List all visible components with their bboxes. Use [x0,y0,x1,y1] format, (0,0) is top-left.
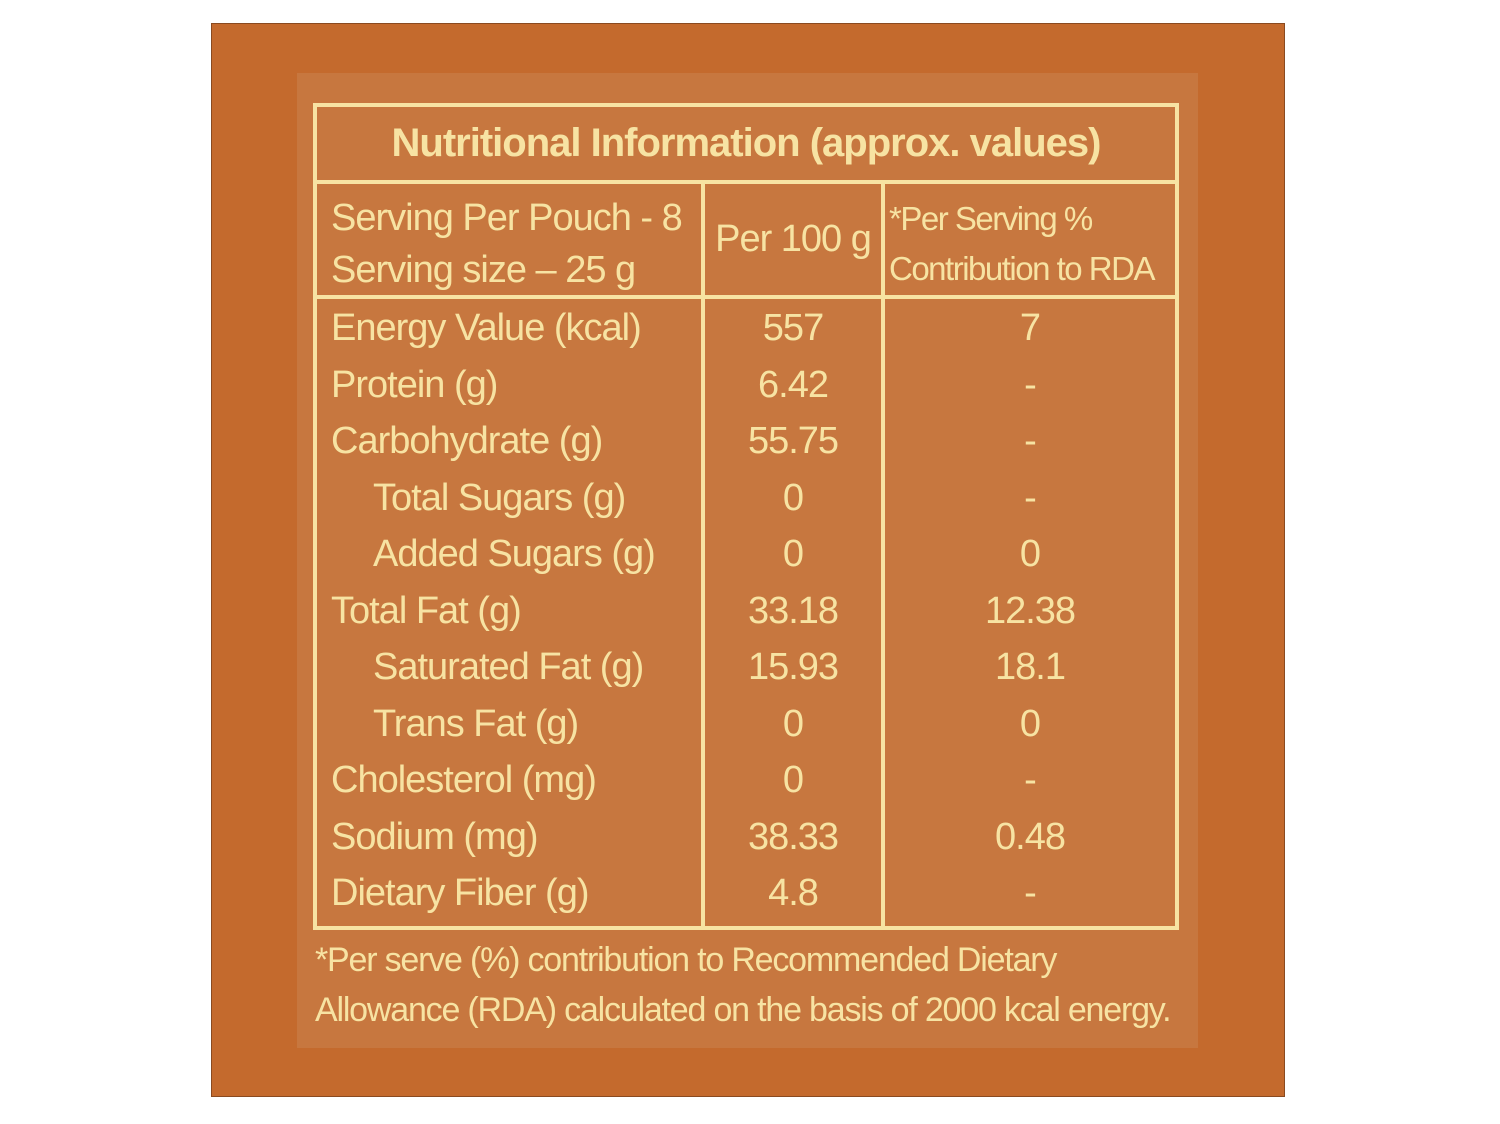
nutrient-name: Total Fat (g) [331,589,522,632]
nutrient-name: Protein (g) [331,363,498,406]
rda-value: - [1024,759,1037,801]
nutrient-name: Carbohydrate (g) [331,420,603,462]
table-row: Protein (g) 6.42 - [317,360,1175,417]
nutrient-rows: Energy Value (kcal) 557 7 Protein (g) 6.… [317,303,1175,925]
nutrient-name: Saturated Fat (g) [373,646,644,688]
per-100g-value: 0 [782,759,804,801]
nutrient-name: Energy Value (kcal) [331,307,642,349]
table-row: Total Sugars (g) 0 - [317,473,1175,530]
serving-per-pouch: Serving Per Pouch - 8 [331,197,683,239]
per-serving-line2: Contribution to RDA [889,250,1155,287]
table-row: Saturated Fat (g) 15.93 18.1 [317,642,1175,699]
rda-value: - [1024,872,1037,914]
column-divider [701,184,705,926]
per-100g-value: 6.42 [758,363,829,406]
per-100g-value: 0 [782,476,804,519]
table-row: Trans Fat (g) 0 0 [317,699,1175,756]
rda-value: 0.48 [995,815,1066,858]
per-100g-value: 4.8 [768,872,819,914]
nutrient-name: Trans Fat (g) [373,702,579,745]
rda-value: 7 [1019,307,1041,349]
nutrient-name: Total Sugars (g) [373,476,626,519]
nutrient-name: Sodium (mg) [331,815,538,858]
rda-value: 12.38 [984,589,1076,632]
per-serving-header: *Per Serving % Contribution to RDA [889,194,1155,294]
nutrition-table: Nutritional Information (approx. values)… [313,103,1179,930]
per-100g-value: 0 [782,702,804,745]
per-100g-value: 55.75 [747,420,839,462]
per-100g-value: 38.33 [747,815,839,858]
table-header-row: Serving Per Pouch - 8 Serving size – 25 … [317,184,1175,299]
table-row: Total Fat (g) 33.18 12.38 [317,586,1175,643]
nutrient-name: Cholesterol (mg) [331,759,597,801]
table-title: Nutritional Information (approx. values) [317,107,1175,184]
rda-value: 0 [1019,533,1041,575]
rda-value: - [1024,476,1037,519]
table-row: Added Sugars (g) 0 0 [317,529,1175,586]
per-100g-header: Per 100 g [715,218,872,260]
per-serving-line1: *Per Serving % [889,200,1093,237]
table-row: Energy Value (kcal) 557 7 [317,303,1175,360]
table-row: Cholesterol (mg) 0 - [317,755,1175,812]
per-100g-value: 15.93 [747,646,839,688]
column-divider [881,184,885,926]
nutrition-card [297,73,1198,1048]
nutrient-name: Dietary Fiber (g) [331,872,589,914]
rda-value: 18.1 [995,646,1066,688]
serving-size: Serving size – 25 g [331,249,636,291]
rda-value: - [1024,420,1037,462]
table-row: Sodium (mg) 38.33 0.48 [317,812,1175,869]
rda-value: - [1024,363,1037,406]
serving-info: Serving Per Pouch - 8 Serving size – 25 … [331,192,683,296]
footnote-line2: Allowance (RDA) calculated on the basis … [315,991,1172,1029]
table-row: Carbohydrate (g) 55.75 - [317,416,1175,473]
table-row: Dietary Fiber (g) 4.8 - [317,868,1175,925]
per-100g-value: 33.18 [747,589,839,632]
footnote-line1: *Per serve (%) contribution to Recommend… [315,941,1057,979]
per-100g-value: 557 [762,307,824,349]
per-100g-value: 0 [782,533,804,575]
nutrient-name: Added Sugars (g) [373,533,656,575]
rda-value: 0 [1019,702,1041,745]
rda-footnote: *Per serve (%) contribution to Recommend… [315,935,1195,1035]
